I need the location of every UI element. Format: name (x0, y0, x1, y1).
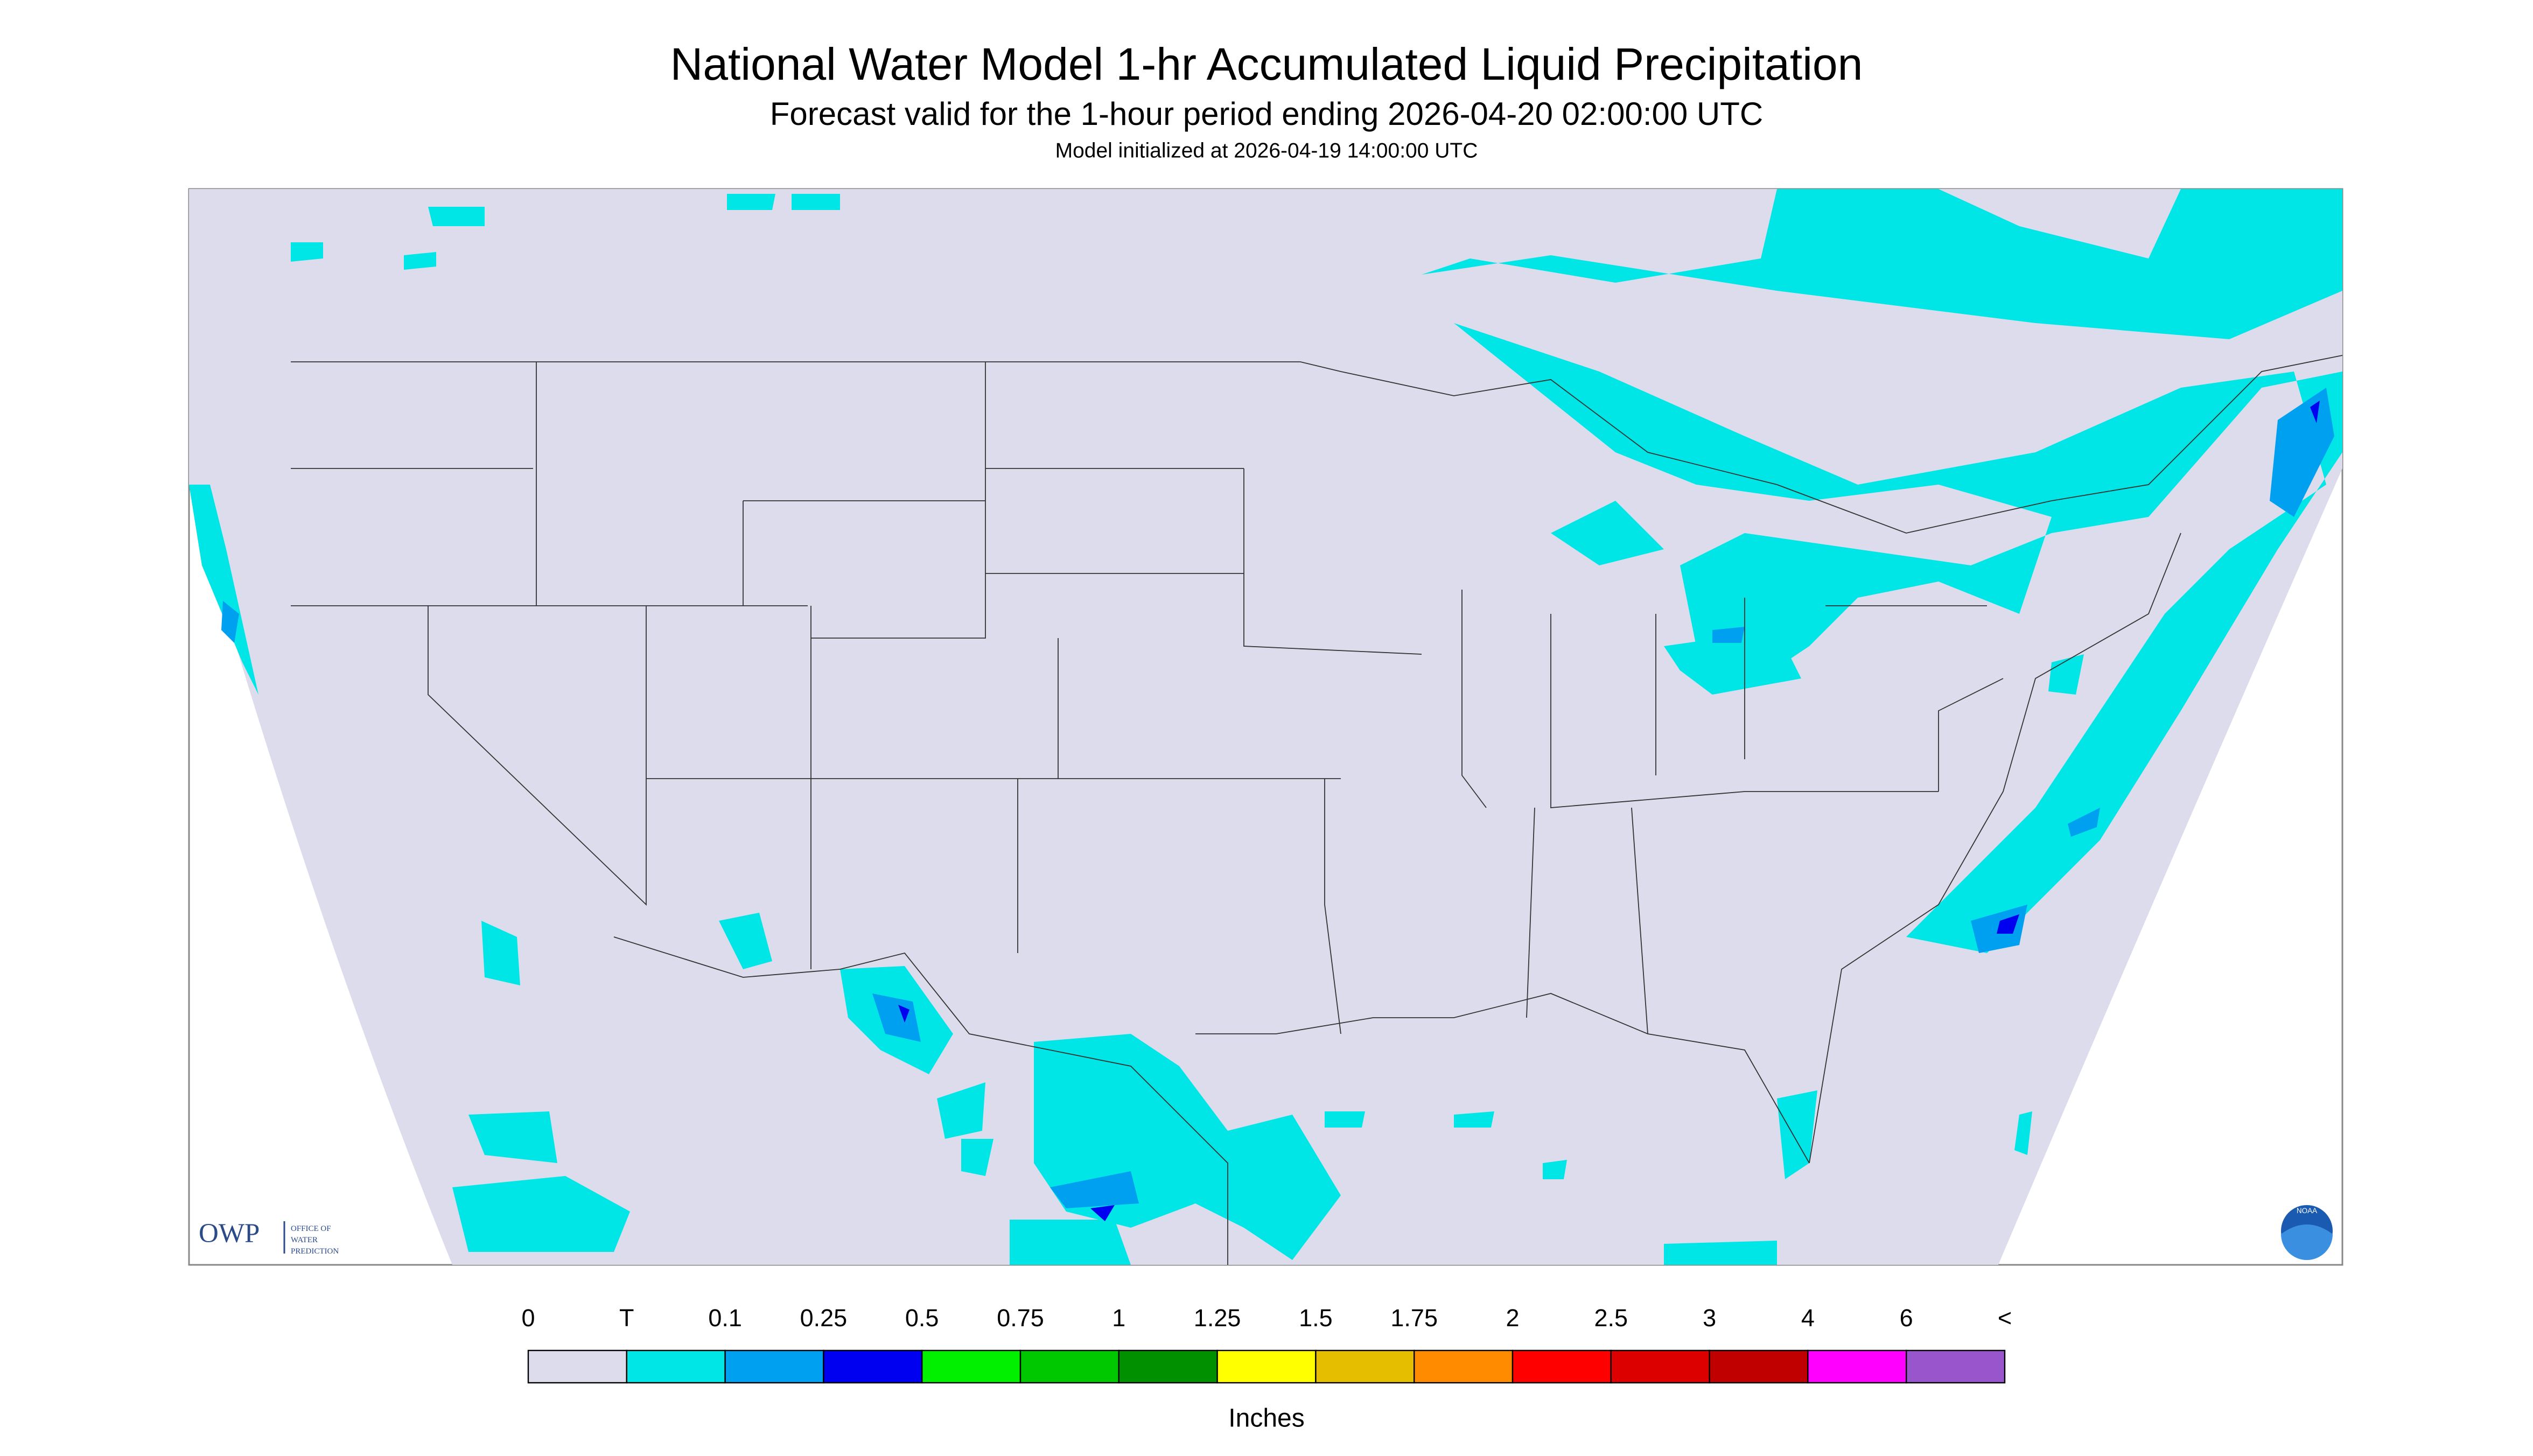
legend-swatch (921, 1349, 1021, 1384)
legend-label: 0.5 (905, 1304, 939, 1332)
legend-swatch (1709, 1349, 1809, 1384)
map: OWP OFFICE OF WATER PREDICTION NOAA (188, 188, 2343, 1266)
noaa-emblem: NOAA (2281, 1205, 2333, 1261)
legend-label: < (1998, 1304, 2012, 1332)
legend-label: 4 (1801, 1304, 1815, 1332)
legend-swatch (1118, 1349, 1218, 1384)
owp-logo: OWP OFFICE OF WATER PREDICTION (199, 1219, 339, 1256)
legend-label: 0.1 (708, 1304, 742, 1332)
legend-swatch (527, 1349, 628, 1384)
init-note: Model initialized at 2026-04-19 14:00:00… (1055, 139, 1478, 162)
legend-label: 1 (1112, 1304, 1125, 1332)
legend-label: 1.5 (1299, 1304, 1333, 1332)
legend-swatch (1807, 1349, 1907, 1384)
legend-label: T (619, 1304, 634, 1332)
legend-label: 0.25 (800, 1304, 848, 1332)
logo-acronym: OWP (199, 1219, 260, 1249)
logo-line: OFFICE OF (291, 1224, 331, 1233)
legend-swatch (823, 1349, 923, 1384)
legend-swatch (1019, 1349, 1120, 1384)
logo-line: WATER (291, 1236, 318, 1244)
emblem-wave (2281, 1224, 2333, 1261)
legend-label: 0 (521, 1304, 535, 1332)
legend-swatch (1905, 1349, 2006, 1384)
legend-label: 1.75 (1390, 1304, 1438, 1332)
legend-unit: Inches (1228, 1404, 1304, 1433)
legend-label: 6 (1900, 1304, 1913, 1332)
legend-label: 3 (1703, 1304, 1716, 1332)
legend-swatch (1610, 1349, 1710, 1384)
legend-swatch (724, 1349, 824, 1384)
boundaries (291, 355, 2343, 1265)
legend-label: 1.25 (1194, 1304, 1241, 1332)
legend-swatch (626, 1349, 726, 1384)
domain (189, 189, 2342, 1265)
legend-label: 2 (1506, 1304, 1519, 1332)
legend-swatch (1315, 1349, 1415, 1384)
legend: 0 T 0.1 0.25 0.5 0.75 1 1.25 1.5 1.75 2 2.5 3 4 6 < Inch… (521, 1304, 2012, 1433)
logo-line: PREDICTION (291, 1247, 339, 1256)
legend-swatch (1216, 1349, 1317, 1384)
legend-swatch (1414, 1349, 1514, 1384)
emblem-text: NOAA (2297, 1207, 2317, 1215)
title: National Water Model 1-hr Accumulated Li… (670, 39, 1863, 89)
precip-heavy (898, 401, 2320, 1222)
legend-label: 2.5 (1594, 1304, 1628, 1332)
legend-swatch (1512, 1349, 1612, 1384)
subtitle: Forecast valid for the 1-hour period end… (770, 96, 1763, 132)
legend-label: 0.75 (997, 1304, 1044, 1332)
